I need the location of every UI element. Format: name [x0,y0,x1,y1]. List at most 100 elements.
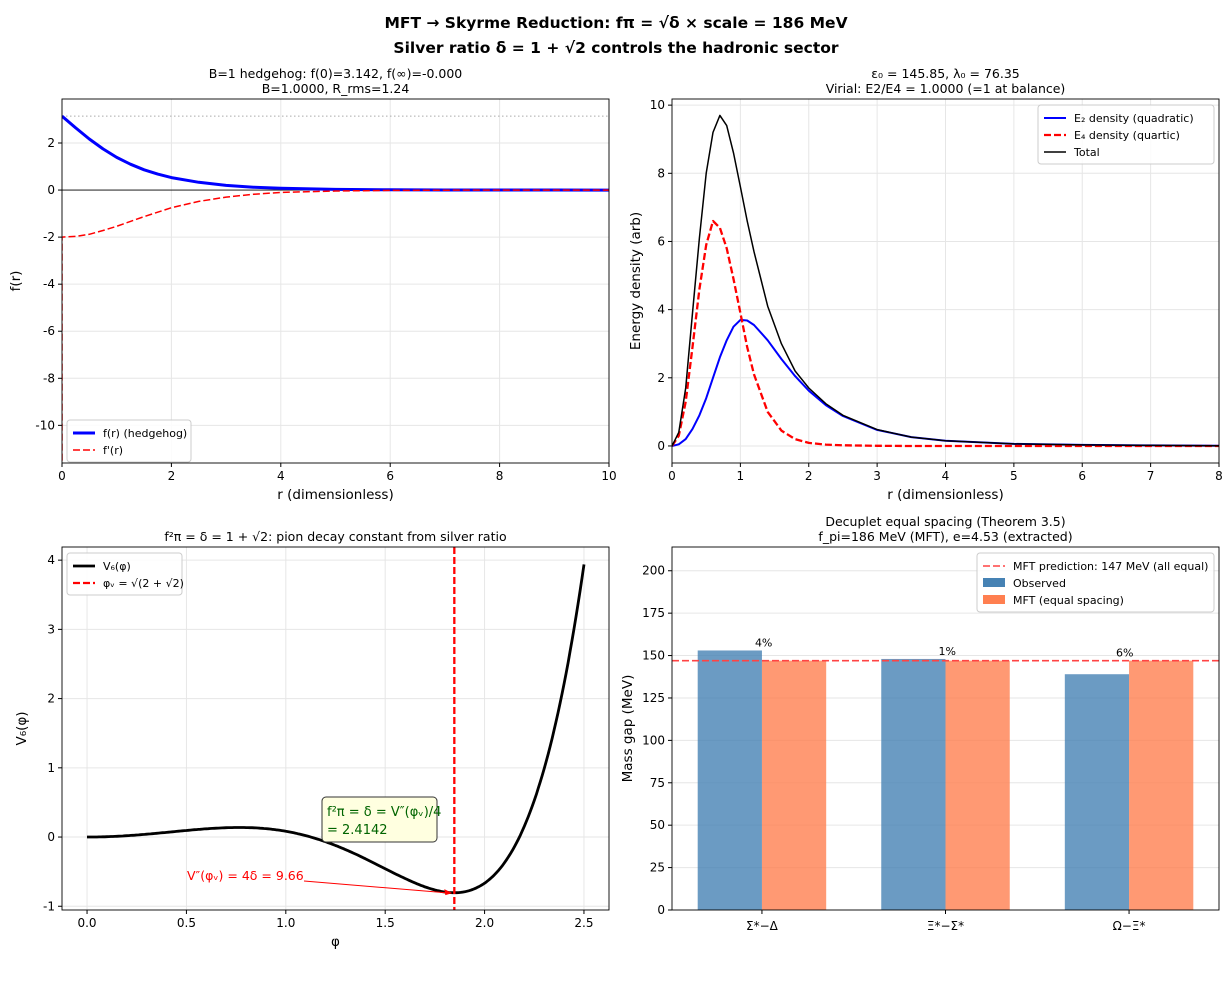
x-tick-label: 7 [1147,469,1155,483]
series-v6 [87,564,586,895]
annotation-text-2: = 2.4142 [327,823,388,838]
x-tick-label: 5 [1010,469,1018,483]
y-tick-label: -2 [43,230,55,244]
legend-frame [976,552,1215,613]
x-tick-label: Ω−Ξ* [1113,919,1146,933]
x-tick-label: 4 [277,469,285,483]
y-tick-label: 2 [47,136,55,150]
series-f-hedgehog [62,114,609,192]
x-tick-label: 2.0 [475,916,494,930]
panel-3: f²π = δ = 1 + √2: pion decay constant fr… [14,529,610,950]
y-tick-label: 2 [47,692,55,706]
axes-frame [61,98,610,464]
x-tick-label: 8 [1215,469,1223,483]
panel-1: B=1 hedgehog: f(0)=3.142, f(∞)=-0.000B=1… [8,66,617,503]
series-total [672,114,1219,447]
annotation-arrow-text: V″(φᵥ) = 4δ = 9.66 [187,868,304,883]
y-tick-label: 1 [47,761,55,775]
y-tick-label: 150 [642,649,665,663]
legend-label: V₆(φ) [103,560,131,573]
y-tick-label: -6 [43,324,55,338]
legend-label: E₂ density (quadratic) [1074,112,1194,125]
plot-area [62,114,609,461]
bar-observed [881,658,946,910]
legend-label: MFT (equal spacing) [1013,594,1124,607]
legend-label: Total [1073,146,1100,159]
y-tick-label: 0 [47,183,55,197]
x-axis-label: φ [331,934,340,950]
y-tick-label: -8 [43,371,55,385]
x-tick-label: 0.0 [77,916,96,930]
x-axis-label: r (dimensionless) [277,487,393,503]
bar-label: 1% [939,645,956,658]
y-axis-label: Mass gap (MeV) [620,675,636,783]
y-tick-label: 3 [47,622,55,636]
x-tick-label: Ξ*−Σ* [927,919,964,933]
x-tick-label: 1 [737,469,745,483]
y-tick-label: 6 [657,234,665,248]
y-tick-label: 0 [657,903,665,917]
y-tick-label: 4 [47,553,55,567]
y-tick-label: 4 [657,303,665,317]
x-tick-label: 8 [496,469,504,483]
panel-title: f²π = δ = 1 + √2: pion decay constant fr… [164,529,506,544]
x-tick-label: 10 [601,469,616,483]
y-tick-label: 100 [642,733,665,747]
y-tick-label: 0 [657,439,665,453]
legend-frame [1037,104,1215,165]
legend-label: E₄ density (quartic) [1074,129,1180,142]
legend-swatch [983,578,1005,587]
suptitle-line1: MFT → Skyrme Reduction: fπ = √δ × scale … [384,14,847,32]
x-tick-label: 1.5 [376,916,395,930]
legend-label: Observed [1013,577,1066,590]
legend-frame [66,552,183,596]
y-tick-label: 75 [650,776,665,790]
y-tick-label: 50 [650,818,665,832]
arrow-head-icon [444,889,453,896]
y-tick-label: 2 [657,371,665,385]
panel-title: Virial: E2/E4 = 1.0000 (=1 at balance) [826,81,1066,96]
axes-frame [61,546,610,911]
y-axis-label: V₆(φ) [14,711,30,745]
x-tick-label: 6 [1078,469,1086,483]
legend: f(r) (hedgehog) f'(r) [66,419,192,463]
x-tick-label: 4 [942,469,950,483]
legend: V₆(φ) φᵥ = √(2 + √2) [66,552,184,596]
y-tick-label: -1 [43,899,55,913]
legend-label: f'(r) [103,444,123,457]
panel-title: Decuplet equal spacing (Theorem 3.5) [825,514,1065,529]
y-axis-label: Energy density (arb) [628,212,644,350]
y-tick-label: 175 [642,606,665,620]
x-tick-label: 1.0 [276,916,295,930]
x-tick-label: 2 [168,469,176,483]
axes-frame [671,546,1220,911]
plot-area [672,114,1219,448]
y-tick-label: -10 [35,418,55,432]
x-tick-label: 2 [805,469,813,483]
y-tick-label: -4 [43,277,55,291]
x-tick-label: Σ*−Δ [746,919,779,933]
bar-label: 4% [755,636,772,649]
bar-mft [761,660,827,910]
legend-label: f(r) (hedgehog) [103,427,187,440]
axes-frame [671,98,1220,464]
series-f-prime [62,189,609,461]
x-tick-label: 0 [668,469,676,483]
legend-label: MFT prediction: 147 MeV (all equal) [1013,560,1208,573]
y-tick-label: 0 [47,830,55,844]
annotation-text-1: f²π = δ = V″(φᵥ)/4 [327,805,441,820]
panel-title: f_pi=186 MeV (MFT), e=4.53 (extracted) [818,529,1072,544]
y-tick-label: 125 [642,691,665,705]
y-tick-label: 200 [642,564,665,578]
x-tick-label: 3 [873,469,881,483]
panel-title: B=1.0000, R_rms=1.24 [262,81,410,96]
legend-swatch [983,595,1005,604]
bar-label: 6% [1116,647,1133,660]
x-tick-label: 6 [386,469,394,483]
legend: E₂ density (quadratic) E₄ density (quarti… [1037,104,1215,165]
plot-area [672,650,1219,910]
x-axis-label: r (dimensionless) [887,487,1003,503]
bar-mft [945,660,1010,910]
bar-observed [1064,674,1130,910]
